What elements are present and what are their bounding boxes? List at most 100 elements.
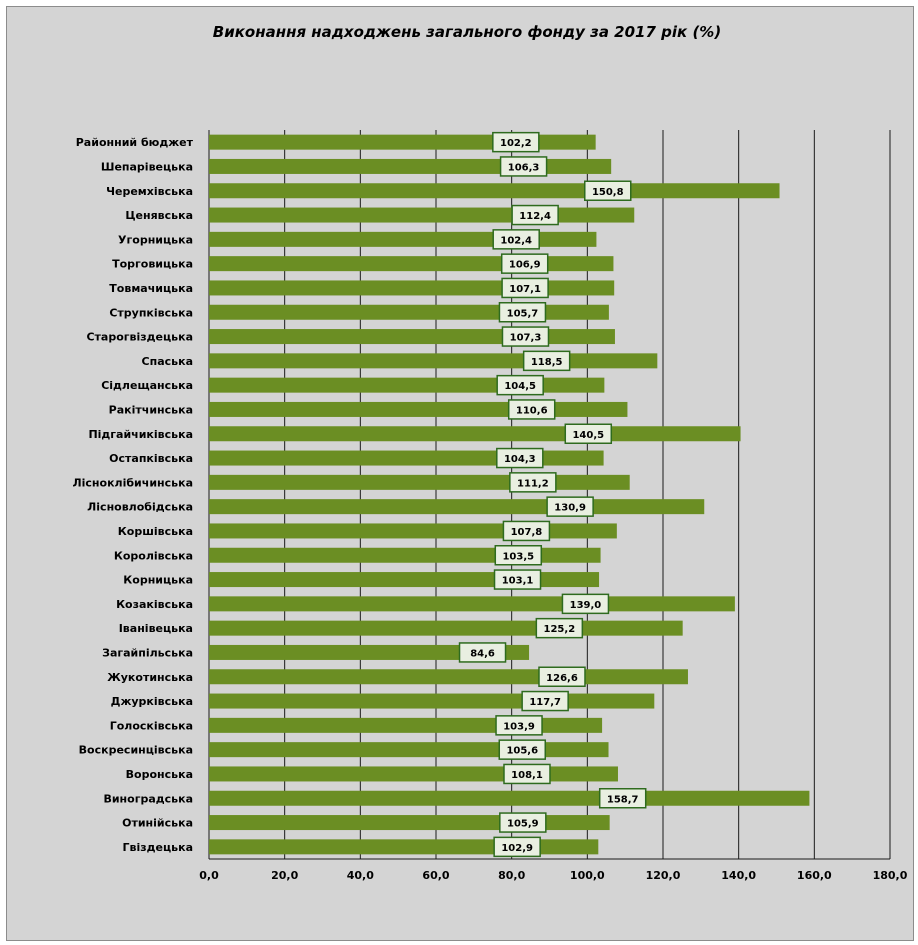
bar <box>209 596 735 612</box>
bar <box>209 815 610 831</box>
data-label-box <box>492 229 540 250</box>
data-label-box <box>499 812 547 833</box>
data-label-box <box>501 277 549 299</box>
chart-title: Виконання надходжень загального фонду за… <box>213 23 721 41</box>
data-label-box <box>503 763 551 785</box>
data-label: 106,3 <box>508 162 540 173</box>
bar-chart: Виконання надходжень загального фонду за… <box>73 23 908 882</box>
bar <box>209 693 655 709</box>
x-tick-label: 120,0 <box>646 869 681 882</box>
bar <box>209 207 635 223</box>
data-label: 103,5 <box>502 551 534 562</box>
category-label: Шепарівецька <box>101 160 193 173</box>
data-label-box <box>498 739 547 760</box>
data-label: 110,6 <box>516 405 548 416</box>
x-tick-label: 80,0 <box>498 869 525 882</box>
bar <box>209 426 741 442</box>
data-label: 126,6 <box>546 673 578 684</box>
data-label-box <box>561 593 610 615</box>
category-label: Джурківська <box>111 695 193 708</box>
data-label-box <box>564 423 613 444</box>
bar <box>209 256 614 272</box>
category-label: Черемхівська <box>106 185 193 198</box>
bar <box>209 766 618 782</box>
category-label: Отинійська <box>122 817 193 830</box>
bar <box>209 669 688 685</box>
bar <box>209 280 615 296</box>
category-label: Жукотинська <box>107 671 193 684</box>
x-tick-label: 20,0 <box>271 869 298 882</box>
category-label: Ценявська <box>125 209 193 222</box>
data-label-box <box>522 350 571 372</box>
bar <box>209 790 810 806</box>
data-label-box <box>493 836 541 858</box>
data-label-box <box>535 617 584 639</box>
data-label-box <box>495 715 543 736</box>
chart-area: Виконання надходжень загального фонду за… <box>6 6 914 941</box>
data-label: 104,5 <box>504 381 536 392</box>
bar <box>209 304 609 320</box>
data-label: 102,9 <box>501 843 533 854</box>
category-label: Старогвіздецька <box>86 331 193 344</box>
data-label: 112,4 <box>519 211 551 222</box>
category-label: Загайпільська <box>102 646 193 659</box>
data-label-box <box>509 472 557 493</box>
data-label-box <box>538 666 586 687</box>
data-label: 139,0 <box>570 600 602 611</box>
data-label: 111,2 <box>517 478 549 489</box>
data-label: 107,3 <box>510 333 542 344</box>
bar <box>209 644 530 660</box>
category-label: Коршівська <box>118 525 193 538</box>
data-label-box <box>498 302 547 323</box>
data-label: 103,9 <box>503 721 535 732</box>
data-label-box <box>499 156 548 177</box>
data-labels: 102,2 106,3 150,8 112,4 102,4 106,9 107,1 105,7… <box>458 131 647 858</box>
data-label-box <box>496 374 544 396</box>
bar <box>209 329 615 345</box>
data-label: 105,9 <box>507 819 539 830</box>
category-label: Козаківська <box>116 598 193 611</box>
data-label: 84,6 <box>470 648 495 659</box>
data-label-box <box>502 520 551 542</box>
data-label-box <box>546 496 594 517</box>
data-label-box <box>500 253 549 274</box>
x-tick-label: 0,0 <box>199 869 219 882</box>
data-label: 105,6 <box>506 746 538 757</box>
bar <box>209 158 612 174</box>
data-label-box <box>501 326 550 347</box>
category-label: Струпківська <box>109 306 193 319</box>
bar <box>209 717 603 733</box>
data-label: 102,4 <box>500 235 532 246</box>
data-label-box <box>493 569 542 590</box>
data-label-box <box>584 180 632 201</box>
data-label: 150,8 <box>592 187 624 198</box>
category-label: Гвіздецька <box>123 841 193 854</box>
bar <box>209 523 617 539</box>
category-label: Голосківська <box>110 719 193 732</box>
data-label-box <box>496 447 544 469</box>
category-label: Товмачицька <box>109 282 193 295</box>
data-label-box <box>521 690 569 712</box>
category-label: Воскресинцівська <box>79 744 193 757</box>
gridlines <box>208 130 891 860</box>
category-label: Виноградська <box>103 792 193 805</box>
data-label: 105,7 <box>507 308 539 319</box>
category-label: Лісновлобідська <box>87 501 193 514</box>
x-tick-label: 60,0 <box>422 869 449 882</box>
category-label: Лісноклібичинська <box>73 476 194 489</box>
data-label: 107,8 <box>511 527 543 538</box>
bar <box>209 450 604 466</box>
data-label: 103,1 <box>502 576 534 587</box>
data-label: 104,3 <box>504 454 536 465</box>
data-label: 130,9 <box>554 503 586 514</box>
data-label-box <box>511 204 559 226</box>
data-label: 118,5 <box>531 357 563 368</box>
x-tick-label: 160,0 <box>797 869 832 882</box>
category-label: Королівська <box>114 549 193 562</box>
data-label: 102,2 <box>500 138 532 149</box>
bar <box>209 183 780 199</box>
data-label: 107,1 <box>509 284 541 295</box>
category-label: Остапківська <box>109 452 193 465</box>
data-label-box <box>598 788 647 809</box>
category-label: Корницька <box>123 574 193 587</box>
